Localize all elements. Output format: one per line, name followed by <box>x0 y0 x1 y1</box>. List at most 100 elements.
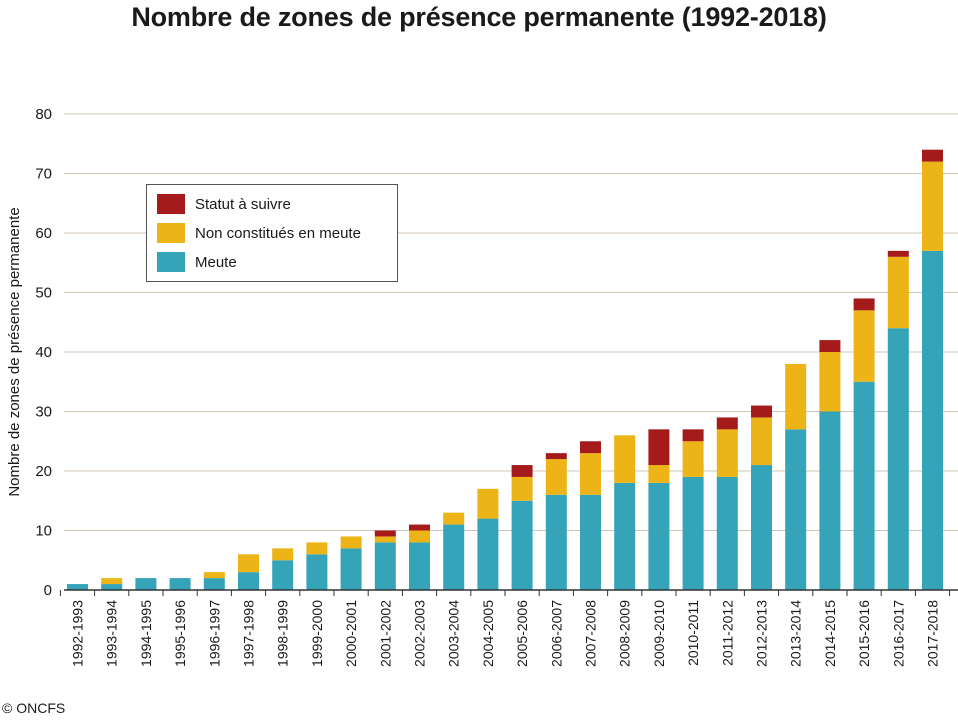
x-tick-label: 1999-2000 <box>309 600 325 667</box>
x-tick-label: 2003-2004 <box>446 600 462 667</box>
bar-meute <box>648 482 670 590</box>
y-axis-label: Nombre de zones de présence permanente <box>6 207 23 496</box>
bar-meute <box>614 482 636 590</box>
bar-statut <box>922 149 943 162</box>
bar-non-constitues <box>922 161 943 251</box>
x-tick-label: 2013-2014 <box>788 600 804 667</box>
x-tick-label: 2001-2002 <box>377 600 393 667</box>
bar-meute <box>716 476 738 590</box>
bar-statut <box>580 441 601 454</box>
bar-non-constitues <box>853 310 875 382</box>
bar-non-constitues <box>203 572 225 579</box>
x-tick-label: 2011-2012 <box>719 600 735 666</box>
bar-meute <box>785 429 807 590</box>
bar-statut <box>853 298 875 311</box>
y-tick-label: 70 <box>35 166 52 183</box>
bar-meute <box>853 381 875 590</box>
x-tick-labels: 1992-1993 1993-1994 1994-1995 1995-1996 1996… <box>70 600 941 667</box>
bar-meute <box>238 572 259 590</box>
bar-statut <box>682 429 704 442</box>
y-tick-label: 40 <box>35 344 52 361</box>
bars <box>67 149 943 590</box>
chart-title: Nombre de zones de présence permanente (… <box>131 2 827 32</box>
bar-meute <box>477 518 499 590</box>
x-tick-label: 2017-2018 <box>925 600 941 667</box>
bar-meute <box>374 542 396 590</box>
x-tick-label: 2002-2003 <box>412 600 428 667</box>
bar-statut <box>751 405 772 418</box>
legend-item-meute: Meute <box>157 251 237 273</box>
bar-non-constitues <box>409 530 430 543</box>
bar-meute <box>545 494 567 590</box>
legend-label-meute: Meute <box>195 253 237 271</box>
bar-non-constitues <box>614 435 636 483</box>
legend-swatch-non-constitues <box>157 223 185 243</box>
bar-meute <box>272 560 294 590</box>
bar-statut <box>887 250 909 257</box>
y-tick-label: 0 <box>44 582 52 599</box>
bar-statut <box>716 417 738 430</box>
y-tick-label: 80 <box>35 106 52 123</box>
bar-meute <box>580 494 601 590</box>
bar-meute <box>511 500 533 590</box>
x-tick-label: 2005-2006 <box>514 600 530 667</box>
y-tick-label: 60 <box>35 225 52 242</box>
bar-non-constitues <box>580 453 601 495</box>
bar-non-constitues <box>545 459 567 495</box>
x-tick-label: 2015-2016 <box>856 600 872 667</box>
y-tick-labels: 0 10 20 30 40 50 60 70 80 <box>35 106 52 599</box>
x-tick-label: 2009-2010 <box>651 600 667 667</box>
bar-meute <box>682 476 704 590</box>
bar-non-constitues <box>272 548 294 561</box>
bar-non-constitues <box>887 256 909 329</box>
y-tick-label: 30 <box>35 404 52 421</box>
x-tick-label: 2014-2015 <box>822 600 838 667</box>
legend-label-non-constitues: Non constitués en meute <box>195 224 361 242</box>
y-tick-label: 20 <box>35 463 52 480</box>
x-tick-label: 2006-2007 <box>548 600 564 667</box>
bar-meute <box>340 548 362 590</box>
bar-statut <box>374 530 396 537</box>
x-tick-label: 2012-2013 <box>754 600 770 667</box>
gridlines <box>64 113 958 531</box>
bar-non-constitues <box>785 363 807 430</box>
x-tick-label: 2000-2001 <box>343 600 359 667</box>
axes <box>59 589 958 596</box>
bar-statut <box>648 429 670 466</box>
y-tick-label: 10 <box>35 523 52 540</box>
bar-non-constitues <box>101 578 123 585</box>
bar-statut <box>819 340 841 352</box>
bar-statut <box>511 465 533 477</box>
bar-non-constitues <box>443 512 465 525</box>
legend-swatch-meute <box>157 252 185 272</box>
x-tick-label: 2016-2017 <box>890 600 906 667</box>
bar-meute <box>135 578 157 590</box>
x-tick-label: 2007-2008 <box>583 600 599 667</box>
bar-non-constitues <box>238 554 259 573</box>
bar-meute <box>67 584 88 590</box>
legend-swatch-statut <box>157 194 185 214</box>
y-tick-label: 50 <box>35 285 52 302</box>
x-tick-label: 1993-1994 <box>104 600 120 667</box>
bar-meute <box>819 411 841 590</box>
bar-meute <box>887 328 909 590</box>
x-tick-label: 1994-1995 <box>138 600 154 667</box>
bar-non-constitues <box>306 542 328 555</box>
x-tick-label: 1992-1993 <box>70 600 86 667</box>
x-tick-label: 1995-1996 <box>172 600 188 667</box>
legend-item-statut: Statut à suivre <box>157 193 291 215</box>
bar-non-constitues <box>340 536 362 549</box>
bar-meute <box>409 542 430 590</box>
bar-meute <box>306 554 328 590</box>
bar-meute <box>101 584 123 590</box>
x-tick-label: 2010-2011 <box>685 600 701 666</box>
bar-meute <box>169 578 191 590</box>
copyright-credit: © ONCFS <box>2 700 66 716</box>
legend: Statut à suivre Non constitués en meute … <box>146 184 398 282</box>
x-tick-label: 1997-1998 <box>241 600 257 667</box>
bar-non-constitues <box>477 488 499 519</box>
bar-non-constitues <box>716 429 738 477</box>
legend-item-non-constitues: Non constitués en meute <box>157 222 361 244</box>
x-tick-label: 2008-2009 <box>617 600 633 667</box>
